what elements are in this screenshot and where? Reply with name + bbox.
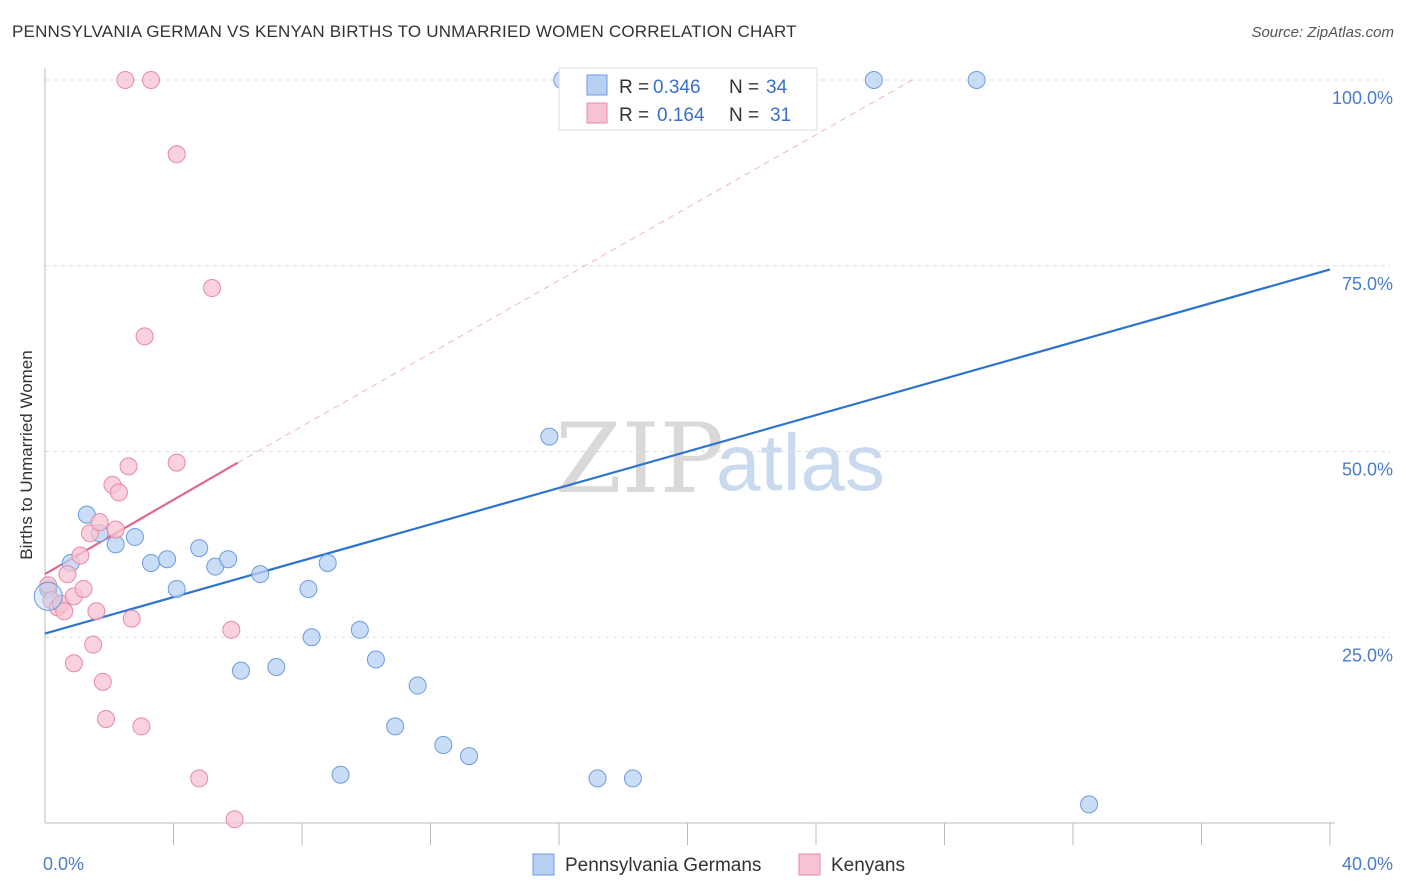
point-kenyans-30: [225, 810, 244, 829]
bottom-legend: Pennsylvania Germans Kenyans: [532, 853, 905, 876]
legend-n-label-2: N =: [729, 105, 759, 126]
point-pennsylvania-germans-19: [350, 620, 369, 639]
point-kenyans-18: [109, 483, 128, 502]
point-pennsylvania-germans-11: [219, 550, 238, 569]
point-kenyans-22: [135, 327, 154, 346]
point-pennsylvania-germans-18: [331, 765, 350, 784]
bottom-legend-label-pennsylvania-germans: Pennsylvania Germans: [565, 855, 761, 876]
x-tick-label-min: 0.0%: [43, 854, 84, 874]
point-pennsylvania-germans-31: [864, 71, 883, 89]
point-kenyans-5: [58, 565, 77, 584]
point-pennsylvania-germans-16: [302, 628, 321, 647]
chart-title: PENNSYLVANIA GERMAN VS KENYAN BIRTHS TO …: [12, 22, 797, 41]
point-pennsylvania-germans-5: [125, 527, 144, 546]
point-pennsylvania-germans-9: [190, 539, 209, 558]
point-pennsylvania-germans-7: [158, 550, 177, 569]
legend: R = 0.346 N = 34 R = 0.164 N = 31: [558, 67, 818, 131]
point-kenyans-24: [142, 71, 161, 89]
point-pennsylvania-germans-12: [231, 661, 250, 680]
legend-swatch-pennsylvania-germans: [586, 74, 608, 96]
legend-r-value-1: 0.346: [653, 77, 701, 98]
point-kenyans-17: [106, 520, 125, 539]
point-kenyans-14: [93, 672, 112, 691]
watermark: ZIP atlas: [555, 403, 885, 515]
point-kenyans-4: [55, 602, 74, 621]
y-tick-label-3: 100.0%: [1332, 88, 1393, 108]
point-pennsylvania-germans-24: [460, 747, 479, 766]
point-kenyans-29: [222, 620, 241, 639]
point-kenyans-7: [64, 654, 83, 673]
bottom-legend-swatch-pennsylvania-germans: [532, 853, 555, 876]
y-tick-label-0: 25.0%: [1342, 645, 1393, 665]
legend-n-value-2: 31: [770, 105, 791, 126]
point-pennsylvania-germans-25: [540, 427, 559, 446]
point-pennsylvania-germans-17: [318, 553, 337, 572]
watermark-atlas: atlas: [716, 418, 885, 507]
bottom-legend-swatch-kenyans: [798, 853, 821, 876]
legend-r-value-2: 0.164: [657, 105, 705, 126]
point-kenyans-21: [132, 717, 151, 736]
point-pennsylvania-germans-14: [267, 657, 286, 676]
point-cluster-origin: [33, 581, 63, 611]
point-kenyans-27: [190, 769, 209, 788]
point-kenyans-20: [119, 457, 138, 476]
point-pennsylvania-germans-27: [588, 769, 607, 788]
point-pennsylvania-germans-15: [299, 579, 318, 598]
legend-swatch-kenyans: [586, 102, 608, 124]
point-pennsylvania-germans-28: [623, 769, 642, 788]
watermark-zip: ZIP: [555, 403, 724, 515]
point-pennsylvania-germans-32: [967, 71, 986, 89]
point-pennsylvania-germans-22: [408, 676, 427, 695]
legend-n-label-1: N =: [729, 77, 759, 98]
bottom-legend-label-kenyans: Kenyans: [831, 855, 905, 876]
point-pennsylvania-germans-13: [251, 565, 270, 584]
point-pennsylvania-germans-8: [167, 579, 186, 598]
point-pennsylvania-germans-20: [366, 650, 385, 669]
point-pennsylvania-germans-21: [386, 717, 405, 736]
legend-r-label-2: R =: [619, 105, 649, 126]
point-kenyans-12: [87, 602, 106, 621]
point-kenyans-25: [167, 145, 186, 164]
y-axis-title: Births to Unmarried Women: [17, 350, 36, 559]
point-pennsylvania-germans-23: [434, 735, 453, 754]
point-kenyans-9: [74, 579, 93, 598]
point-pennsylvania-germans-33: [1080, 795, 1099, 814]
legend-n-value-1: 34: [766, 77, 788, 98]
point-kenyans-26: [167, 453, 186, 472]
point-kenyans-11: [84, 635, 103, 654]
x-tick-label-max: 40.0%: [1342, 854, 1393, 874]
source-label: Source: ZipAtlas.com: [1251, 24, 1394, 41]
point-kenyans-23: [116, 71, 135, 89]
point-kenyans-8: [71, 546, 90, 565]
legend-r-label-1: R =: [619, 77, 649, 98]
y-tick-label-2: 75.0%: [1342, 274, 1393, 294]
point-kenyans-19: [122, 609, 141, 628]
point-kenyans-28: [203, 279, 222, 298]
trendline-kenyans-extension: [237, 79, 913, 464]
point-kenyans-13: [90, 513, 109, 532]
point-pennsylvania-germans-6: [142, 553, 161, 572]
y-tick-label-1: 50.0%: [1342, 460, 1393, 480]
point-kenyans-15: [97, 709, 116, 728]
